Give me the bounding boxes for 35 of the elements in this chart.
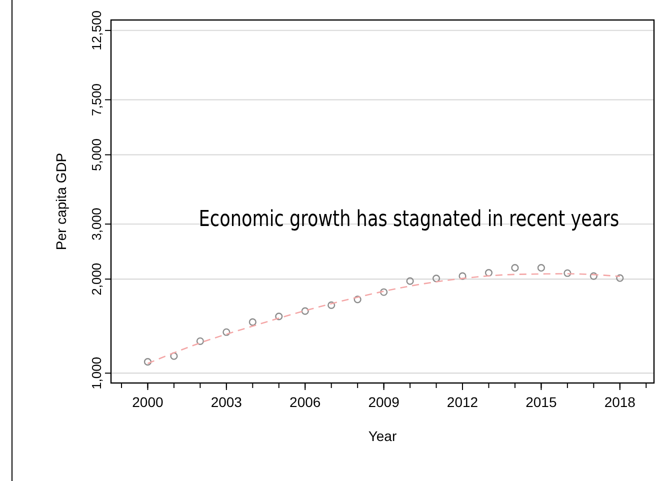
point xyxy=(484,269,493,277)
x-tick-label: 2000 xyxy=(132,394,164,410)
point xyxy=(511,264,519,272)
y-tick-label: 7,500 xyxy=(89,83,104,116)
annotation: Economic growth has stagnated in recent years xyxy=(198,206,620,232)
point xyxy=(590,272,598,280)
point xyxy=(275,312,283,320)
point xyxy=(537,264,546,272)
point xyxy=(432,274,440,282)
point xyxy=(616,274,624,282)
point xyxy=(222,328,230,336)
y-tick-label: 5,000 xyxy=(89,138,104,172)
point xyxy=(354,296,362,304)
x-tick-label: 2006 xyxy=(290,394,321,410)
x-tick-label: 2015 xyxy=(526,394,557,410)
point xyxy=(380,288,388,296)
point xyxy=(564,269,572,277)
x-tick-label: 2009 xyxy=(368,394,400,410)
point xyxy=(406,277,414,285)
point xyxy=(170,352,178,360)
point xyxy=(458,272,466,280)
y-tick-label: 2,000 xyxy=(89,262,104,296)
point xyxy=(196,337,204,345)
point xyxy=(248,318,256,326)
point xyxy=(328,301,336,310)
point xyxy=(301,307,309,315)
x-tick-label: 2012 xyxy=(446,394,478,410)
y-tick-label: 12,500 xyxy=(89,10,104,50)
point xyxy=(144,358,152,366)
x-tick-label: 2018 xyxy=(604,394,636,410)
x-tick-label: 2003 xyxy=(210,394,242,410)
x-axis-title: Year xyxy=(368,428,397,444)
y-tick-label: 1,000 xyxy=(89,356,104,390)
y-tick-label: 3,000 xyxy=(89,208,104,240)
y-axis-title: Per capita GDP xyxy=(53,152,69,250)
